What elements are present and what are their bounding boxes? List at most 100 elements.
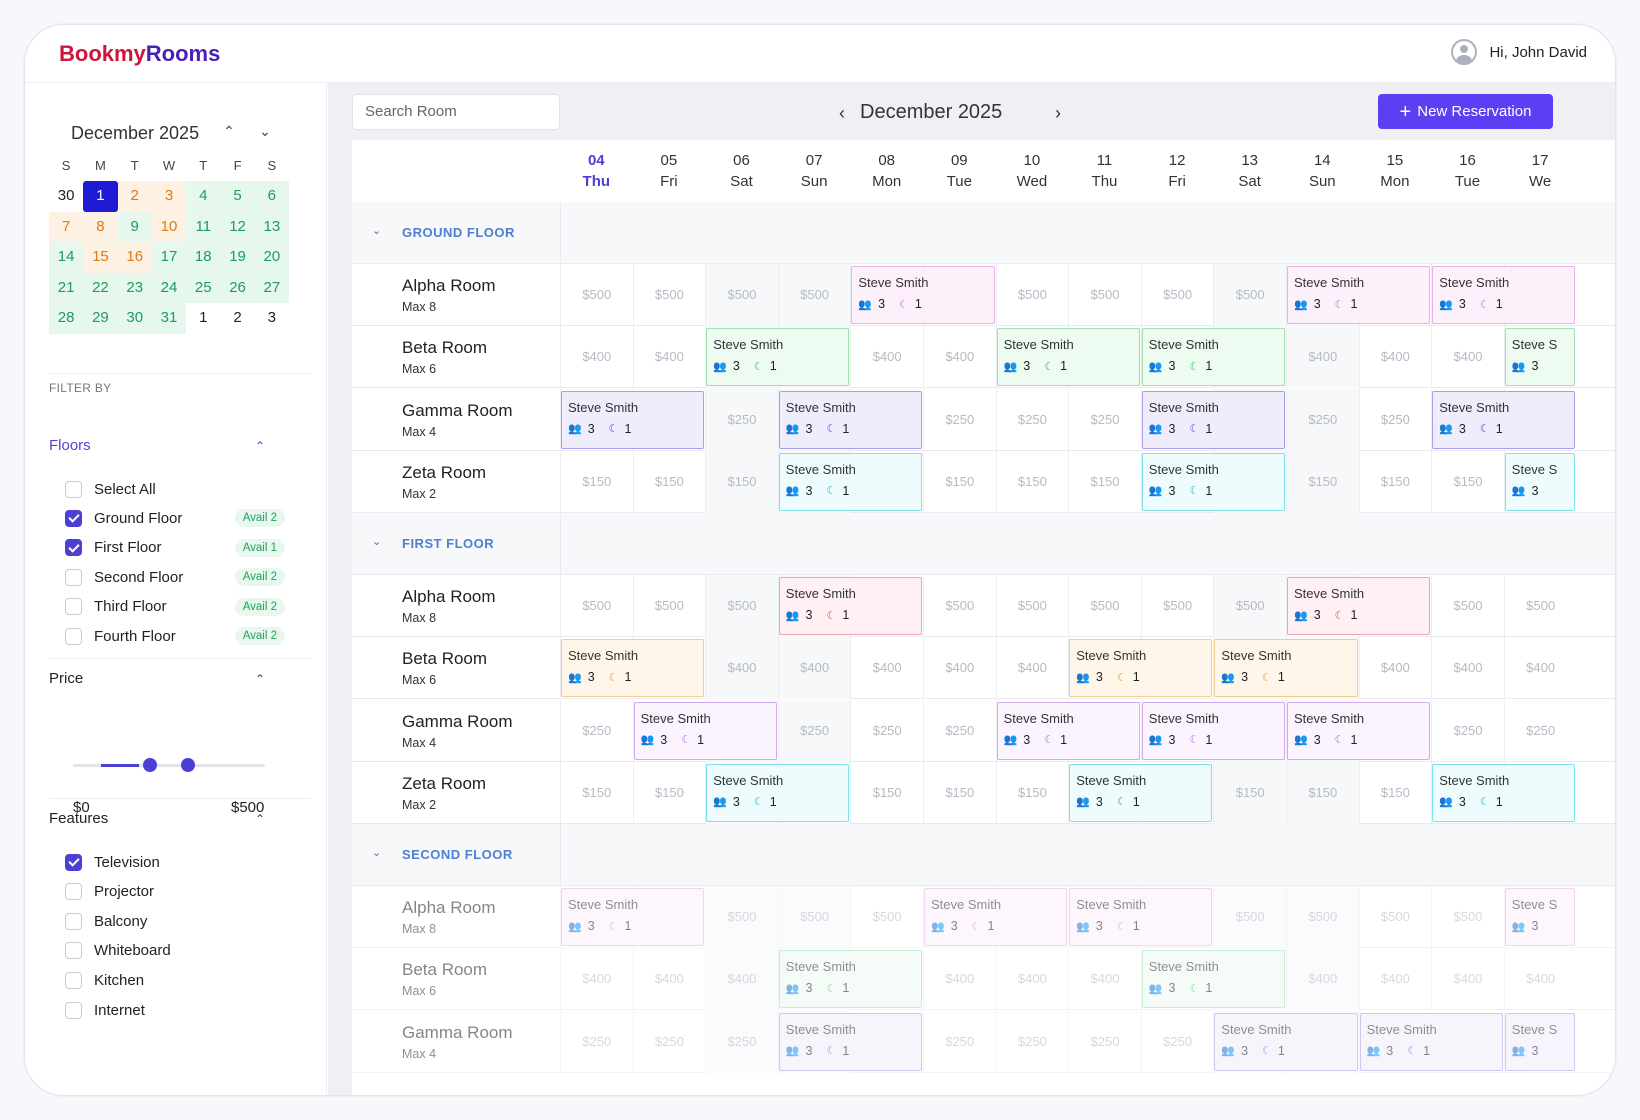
booking-block[interactable]: Steve S 👥 3	[1504, 1012, 1576, 1071]
calendar-day[interactable]: 8	[83, 211, 118, 242]
floor-group-header[interactable]: ⌄ FIRST FLOOR	[352, 513, 1615, 575]
booking-block[interactable]: Steve Smith 👥 3 ☾ 1	[1069, 639, 1213, 698]
floor-group-header[interactable]: ⌄ GROUND FLOOR	[352, 202, 1615, 264]
calendar-day[interactable]: 5	[220, 181, 255, 212]
calendar-day[interactable]: 2	[233, 309, 242, 326]
booking-block[interactable]: Steve S 👥 3	[1504, 452, 1576, 511]
price-cell[interactable]: $150	[995, 761, 1069, 824]
room-name[interactable]: Zeta Room	[402, 773, 487, 793]
feature-filter-option[interactable]: Projector	[65, 881, 285, 903]
calendar-day[interactable]: 14	[49, 242, 84, 273]
booking-block[interactable]: Steve Smith 👥 3 ☾ 1	[778, 1012, 922, 1071]
checkbox[interactable]	[65, 568, 82, 586]
booking-block[interactable]: Steve Smith 👥 3 ☾ 1	[1287, 701, 1431, 760]
features-filter-title[interactable]: Features	[49, 810, 109, 827]
price-cell[interactable]: $150	[560, 450, 633, 513]
checkbox[interactable]	[65, 598, 82, 616]
price-slider-track[interactable]	[73, 764, 265, 767]
calendar-day[interactable]: 29	[83, 303, 118, 334]
booking-block[interactable]: Steve Smith 👥 3 ☾ 1	[633, 701, 777, 760]
price-cell[interactable]: $400	[923, 948, 996, 1011]
price-cell[interactable]: $500	[1213, 575, 1286, 638]
calendar-day[interactable]: 6	[254, 181, 289, 212]
booking-block[interactable]: Steve Smith 👥 3 ☾ 1	[1214, 639, 1358, 698]
features-collapse-icon[interactable]: ⌃	[255, 812, 266, 826]
calendar-day[interactable]: 15	[83, 242, 118, 273]
checkbox[interactable]	[65, 627, 82, 645]
price-collapse-icon[interactable]: ⌃	[255, 672, 266, 686]
price-cell[interactable]: $150	[1358, 450, 1432, 513]
booking-block[interactable]: Steve Smith 👥 3 ☾ 1	[561, 888, 705, 947]
chevron-down-icon[interactable]: ⌄	[372, 847, 382, 859]
price-cell[interactable]: $400	[1358, 948, 1432, 1011]
chevron-down-icon[interactable]: ⌄	[372, 536, 382, 548]
price-cell[interactable]: $250	[705, 388, 778, 451]
price-cell[interactable]: $400	[1068, 948, 1141, 1011]
checkbox[interactable]	[65, 853, 82, 871]
calendar-day[interactable]: 7	[49, 211, 84, 242]
price-cell[interactable]: $250	[1140, 1010, 1214, 1073]
price-cell[interactable]: $400	[850, 637, 923, 700]
calendar-day[interactable]: 3	[267, 309, 276, 326]
calendar-day[interactable]: 17	[151, 242, 187, 273]
checkbox[interactable]	[65, 942, 82, 960]
price-cell[interactable]: $250	[1068, 388, 1141, 451]
price-cell[interactable]: $400	[705, 948, 778, 1011]
booking-block[interactable]: Steve Smith 👥 3 ☾ 1	[1141, 701, 1285, 760]
price-cell[interactable]: $400	[923, 637, 996, 700]
calendar-day[interactable]: 9	[117, 211, 152, 242]
calendar-day[interactable]: 28	[49, 303, 84, 334]
floor-filter-option[interactable]: Second Floor Avail 2	[65, 566, 285, 588]
price-cell[interactable]: $400	[1286, 326, 1359, 389]
price-cell[interactable]: $250	[1503, 699, 1577, 762]
price-cell[interactable]: $400	[1431, 948, 1504, 1011]
calendar-day[interactable]: 10	[151, 211, 187, 242]
month-next-icon[interactable]: ›	[1055, 103, 1061, 123]
price-cell[interactable]: $500	[632, 264, 706, 327]
floor-filter-option[interactable]: Ground Floor Avail 2	[65, 507, 285, 529]
calendar-day[interactable]: 2	[117, 181, 152, 212]
price-cell[interactable]: $250	[560, 1010, 633, 1073]
price-cell[interactable]: $500	[1431, 575, 1504, 638]
price-cell[interactable]: $150	[1213, 761, 1286, 824]
price-cell[interactable]: $250	[995, 1010, 1069, 1073]
price-cell[interactable]: $500	[560, 575, 633, 638]
booking-block[interactable]: Steve Smith 👥 3 ☾ 1	[706, 763, 850, 822]
price-cell[interactable]: $250	[923, 388, 996, 451]
booking-block[interactable]: Steve Smith 👥 3 ☾ 1	[996, 701, 1140, 760]
price-cell[interactable]: $150	[705, 450, 778, 513]
calendar-prev-icon[interactable]: ⌃	[223, 123, 235, 139]
booking-block[interactable]: Steve Smith 👥 3 ☾ 1	[561, 390, 705, 449]
price-cell[interactable]: $500	[995, 264, 1069, 327]
room-name[interactable]: Gamma Room	[402, 1022, 513, 1042]
calendar-next-icon[interactable]: ⌄	[259, 123, 271, 139]
price-cell[interactable]: $400	[923, 326, 996, 389]
price-cell[interactable]: $400	[1431, 326, 1504, 389]
price-cell[interactable]: $500	[923, 575, 996, 638]
price-cell[interactable]: $500	[1068, 575, 1141, 638]
price-cell[interactable]: $250	[560, 699, 633, 762]
price-cell[interactable]: $500	[1286, 886, 1359, 949]
calendar-day[interactable]: 31	[151, 303, 187, 334]
booking-block[interactable]: Steve S 👥 3	[1504, 328, 1576, 387]
price-slider-max-handle[interactable]	[181, 758, 195, 772]
floor-filter-option[interactable]: Select All	[65, 478, 285, 500]
calendar-day[interactable]: 23	[117, 272, 152, 303]
price-cell[interactable]: $400	[632, 948, 706, 1011]
floors-collapse-icon[interactable]: ⌃	[255, 439, 266, 453]
price-cell[interactable]: $400	[995, 948, 1069, 1011]
floor-filter-option[interactable]: Fourth Floor Avail 2	[65, 625, 285, 647]
price-cell[interactable]: $150	[632, 450, 706, 513]
price-cell[interactable]: $150	[560, 761, 633, 824]
calendar-day[interactable]: 3	[151, 181, 187, 212]
checkbox[interactable]	[65, 509, 82, 527]
booking-block[interactable]: Steve Smith 👥 3 ☾ 1	[778, 577, 922, 636]
checkbox[interactable]	[65, 1001, 82, 1019]
calendar-day[interactable]: 27	[254, 272, 289, 303]
checkbox[interactable]	[65, 883, 82, 901]
price-cell[interactable]: $250	[923, 699, 996, 762]
search-room-input[interactable]: Search Room	[352, 94, 560, 130]
booking-block[interactable]: Steve Smith 👥 3 ☾ 1	[1069, 763, 1213, 822]
price-cell[interactable]: $400	[1431, 637, 1504, 700]
price-cell[interactable]: $500	[1358, 886, 1432, 949]
